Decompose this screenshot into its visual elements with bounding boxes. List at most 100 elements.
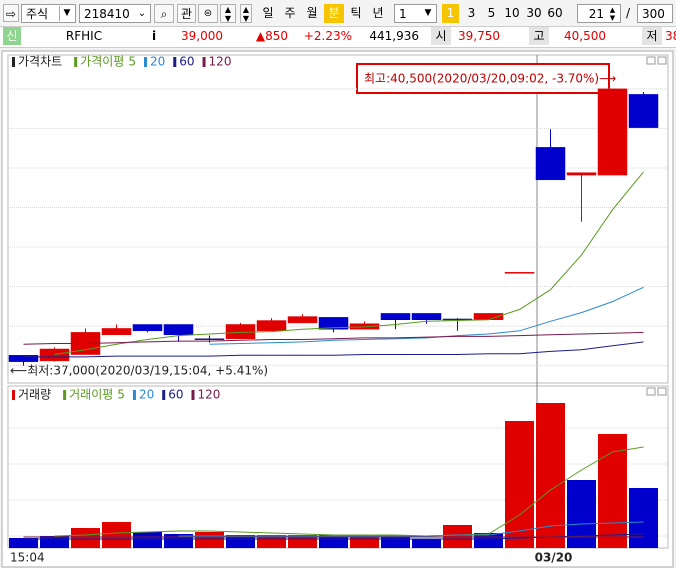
period-button[interactable]: 년 — [372, 6, 384, 20]
interval-button[interactable]: 1 — [442, 4, 459, 23]
menu-icon[interactable]: ⇨ — [3, 4, 19, 22]
ma-line — [54, 171, 644, 355]
count-input[interactable]: 21 ▲ ▼ — [577, 4, 621, 23]
candle-body — [256, 320, 287, 332]
legend-marker — [12, 57, 15, 67]
watch-button[interactable]: 관 — [177, 4, 196, 23]
candle-body — [442, 318, 473, 321]
volume-bar — [598, 434, 627, 548]
legend-ma-label: 가격이평 — [80, 55, 124, 69]
high-label: 고 — [529, 27, 549, 45]
change-rate: +2.23% — [303, 29, 352, 43]
candle-body — [504, 272, 535, 274]
legend-entry: 20 — [139, 388, 154, 402]
pane-button[interactable] — [657, 56, 667, 65]
total-input[interactable]: 300 — [637, 4, 673, 23]
ma-line — [209, 286, 644, 345]
pane-button[interactable] — [657, 387, 667, 396]
legend-marker — [132, 390, 136, 400]
high-annotation: 최고:40,500(2020/03/20,09:02, -3.70%)⟶ — [364, 72, 616, 86]
x-tick-label: 15:04 — [10, 551, 45, 565]
badge: 신 — [3, 27, 21, 45]
volume: 441,936 — [369, 29, 419, 43]
candle-body — [473, 313, 504, 320]
quote-bar — [0, 26, 676, 48]
legend-marker — [74, 57, 78, 67]
legend-marker — [191, 390, 195, 400]
candle-body — [225, 324, 256, 339]
low-annotation: ⟵최저:37,000(2020/03/19,15:04, +5.41%) — [10, 364, 268, 378]
volume-bar — [319, 535, 348, 548]
candle-body — [411, 313, 442, 320]
volume-bar — [133, 532, 162, 548]
candle-body — [132, 324, 163, 332]
pane-button[interactable] — [646, 56, 656, 65]
ma-line — [23, 341, 644, 358]
high-price: 40,500 — [564, 29, 606, 43]
legend-marker — [143, 57, 147, 67]
volume-bar — [381, 536, 410, 548]
candle-body — [287, 316, 318, 324]
period-button[interactable]: 분 — [324, 4, 344, 23]
volume-bar — [412, 539, 441, 548]
volume-bar — [71, 528, 100, 548]
period-button[interactable]: 주 — [284, 6, 296, 20]
legend-marker — [173, 57, 177, 67]
legend-entry: 20 — [150, 55, 165, 69]
volume-bar — [505, 421, 534, 548]
low-label: 저 — [642, 27, 662, 45]
volume-bar — [257, 535, 286, 548]
ma-line — [54, 446, 644, 537]
volume-bar — [567, 480, 596, 548]
low-price: 38, — [665, 29, 676, 43]
legend-entry: 60 — [168, 388, 183, 402]
candle-body — [163, 324, 194, 336]
legend-entry: 60 — [179, 55, 194, 69]
legend-title: 거래량 — [18, 388, 51, 402]
period-button[interactable]: 일 — [262, 6, 274, 20]
info-button[interactable]: i — [151, 29, 157, 43]
legend-marker — [12, 390, 15, 400]
interval-button[interactable]: 30 — [526, 6, 542, 20]
search-button[interactable]: ⌕ — [154, 4, 174, 23]
chart-icon[interactable]: ⊜ — [198, 4, 218, 23]
period-button[interactable]: 월 — [306, 6, 318, 20]
candle-body — [101, 328, 132, 336]
chart-frame — [1, 50, 674, 568]
spin-button[interactable]: ▲ ▼ — [240, 4, 252, 23]
candle-body — [380, 313, 411, 320]
volume-bar — [350, 535, 379, 548]
change: ▲850 — [255, 29, 288, 43]
legend-marker — [63, 390, 67, 400]
x-tick-label: 03/20 — [535, 551, 573, 565]
candle-body — [70, 332, 101, 355]
volume-bar — [629, 488, 658, 548]
spin-button[interactable]: ▲ ▼ — [220, 4, 236, 23]
interval-button[interactable]: 60 — [547, 6, 563, 20]
ma-line — [178, 521, 644, 537]
volume-bar — [164, 534, 193, 548]
code-input[interactable]: 218410 ⌄ — [79, 4, 151, 23]
interval-select[interactable]: 1 ▼ — [394, 4, 437, 23]
ma-line — [23, 533, 644, 540]
volume-pane — [7, 385, 669, 549]
market-select[interactable]: 주식 ▼ — [21, 4, 76, 23]
legend-entry: 5 — [128, 55, 136, 69]
code-text: 218410 — [84, 7, 130, 21]
interval-button[interactable]: 3 — [467, 6, 476, 20]
candle-body — [194, 338, 225, 340]
interval-button[interactable]: 5 — [487, 6, 496, 20]
candle-body — [318, 317, 349, 330]
volume-bar — [102, 522, 131, 548]
volume-bar — [288, 535, 317, 548]
volume-bar — [536, 403, 565, 548]
pane-button[interactable] — [646, 387, 656, 396]
interval-button[interactable]: 10 — [504, 6, 520, 20]
legend-entry: 120 — [209, 55, 232, 69]
count-text: 21 — [588, 7, 604, 21]
volume-bar — [195, 532, 224, 548]
period-button[interactable]: 틱 — [350, 6, 362, 20]
legend-marker — [162, 390, 166, 400]
